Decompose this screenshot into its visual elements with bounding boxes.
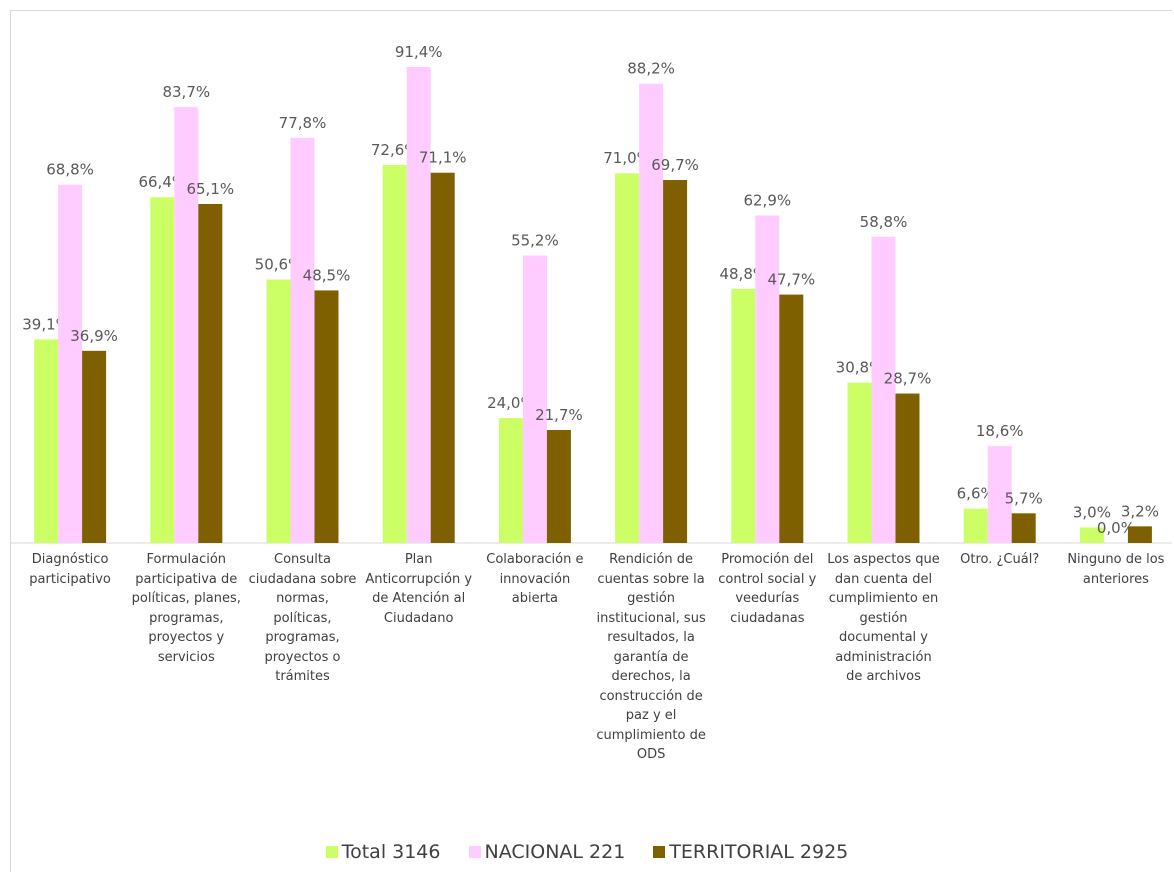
legend-item: NACIONAL 221 (468, 841, 626, 863)
legend: Total 3146 NACIONAL 221 TERRITORIAL 2925 (0, 841, 1174, 863)
bar (498, 418, 523, 543)
bar (847, 382, 872, 543)
data-label: 0,0% (1097, 519, 1135, 537)
chart-frame (10, 10, 1172, 872)
x-tick-label: Diagnóstico participativo (29, 552, 111, 587)
data-label: 5,7% (1005, 489, 1043, 507)
data-label: 3,0% (1073, 503, 1111, 521)
data-label: 62,9% (743, 191, 791, 209)
bar (290, 137, 315, 543)
bar (266, 279, 291, 543)
x-tick-label: Rendición de cuentas sobre la gestión in… (596, 552, 706, 762)
data-label: 18,6% (976, 422, 1024, 440)
data-label: 6,6% (957, 485, 995, 503)
data-label: 39,1% (22, 315, 70, 333)
data-label: 36,9% (70, 327, 118, 345)
legend-label: Total 3146 (341, 841, 441, 863)
legend-swatch (468, 846, 481, 858)
bar (34, 339, 59, 543)
bar (406, 67, 431, 543)
data-label: 68,8% (46, 161, 94, 179)
bar (430, 172, 455, 543)
data-label: 58,8% (860, 213, 908, 231)
bar (198, 203, 223, 544)
bar (895, 393, 920, 543)
legend-label: NACIONAL 221 (484, 841, 626, 863)
x-tick-label: Promoción del control social y veedurías… (718, 552, 817, 626)
data-label: 71,0% (603, 149, 651, 167)
bar (314, 290, 339, 543)
bar (663, 180, 688, 544)
data-label: 66,4% (138, 173, 186, 191)
x-tick-label: Plan Anticorrupción y de Atención al Ciu… (365, 552, 473, 626)
bar (546, 429, 571, 543)
bar (639, 83, 664, 543)
data-label: 48,5% (303, 266, 351, 284)
bar (755, 215, 780, 544)
data-label: 65,1% (186, 180, 234, 198)
data-label: 48,8% (719, 265, 767, 283)
legend-item: TERRITORIAL 2925 (653, 841, 848, 863)
data-label: 88,2% (627, 60, 675, 78)
bar (779, 294, 804, 543)
data-label: 21,7% (535, 406, 583, 424)
bar (987, 446, 1012, 543)
x-tick-label: Consulta ciudadana sobre normas, polític… (248, 552, 357, 684)
data-label: 71,1% (419, 149, 467, 167)
bar (1079, 527, 1104, 543)
bar (522, 255, 547, 544)
bar (615, 173, 640, 543)
data-label: 3,2% (1121, 502, 1159, 520)
data-label: 77,8% (279, 114, 327, 132)
bar (1011, 513, 1036, 543)
legend-label: TERRITORIAL 2925 (669, 841, 849, 863)
data-label: 47,7% (767, 271, 815, 289)
x-tick-label: Otro. ¿Cuál? (960, 552, 1040, 567)
data-label: 83,7% (162, 83, 210, 101)
data-label: 30,8% (836, 359, 884, 377)
bar (150, 197, 175, 543)
data-label: 24,0% (487, 394, 535, 412)
bar (58, 184, 83, 543)
data-label: 55,2% (511, 232, 559, 250)
x-tick-label: Colaboración e innovación abierta (486, 552, 584, 606)
data-label: 69,7% (651, 156, 699, 174)
bar (174, 107, 199, 544)
data-label: 28,7% (884, 370, 932, 388)
bar (82, 350, 107, 543)
legend-swatch (653, 846, 666, 858)
bar (963, 508, 988, 543)
bar (731, 288, 756, 543)
legend-swatch (325, 846, 338, 858)
bar (871, 236, 896, 544)
data-label: 50,6% (255, 255, 303, 273)
legend-item: Total 3146 (325, 841, 441, 863)
data-label: 72,6% (371, 141, 419, 159)
x-tick-label: Formulación participativa de políticas, … (131, 552, 241, 665)
x-tick-label: Los aspectos que dan cuenta del cumplimi… (827, 552, 940, 684)
x-tick-label: Ninguno de los anteriores (1067, 552, 1165, 587)
bar (1127, 526, 1152, 543)
data-label: 91,4% (395, 43, 443, 61)
bar (382, 164, 407, 544)
